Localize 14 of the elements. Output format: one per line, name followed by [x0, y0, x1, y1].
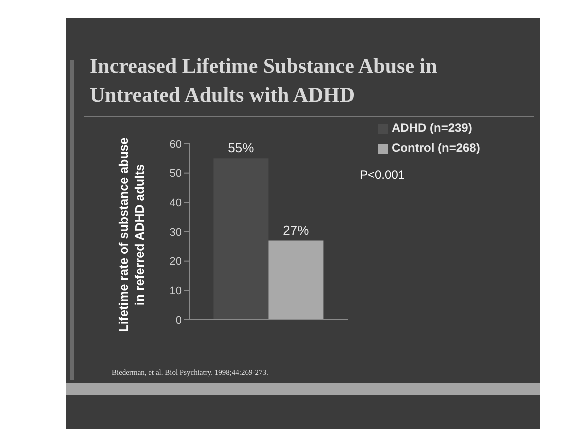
y-tick-label: 30	[170, 226, 182, 239]
y-tick-label: 60	[170, 138, 182, 151]
legend-label: ADHD (n=239)	[392, 121, 472, 135]
y-tick-label: 50	[170, 168, 182, 180]
y-tick-label: 40	[170, 198, 182, 210]
data-label: 27%	[283, 222, 310, 238]
y-tick-label: 10	[170, 286, 182, 298]
chart-title: Increased Lifetime Substance Abuse in Untreated Adults with ADHD	[90, 53, 438, 109]
legend-label: Control (n=268)	[392, 141, 480, 155]
data-label: 55%	[228, 140, 255, 156]
y-axis-title: Lifetime rate of substance abuse in referred ADHD adults	[116, 136, 148, 334]
y-tick-label: 0	[176, 314, 182, 327]
text: P<0.001	[360, 168, 406, 182]
y-tick-label: 20	[170, 256, 182, 268]
